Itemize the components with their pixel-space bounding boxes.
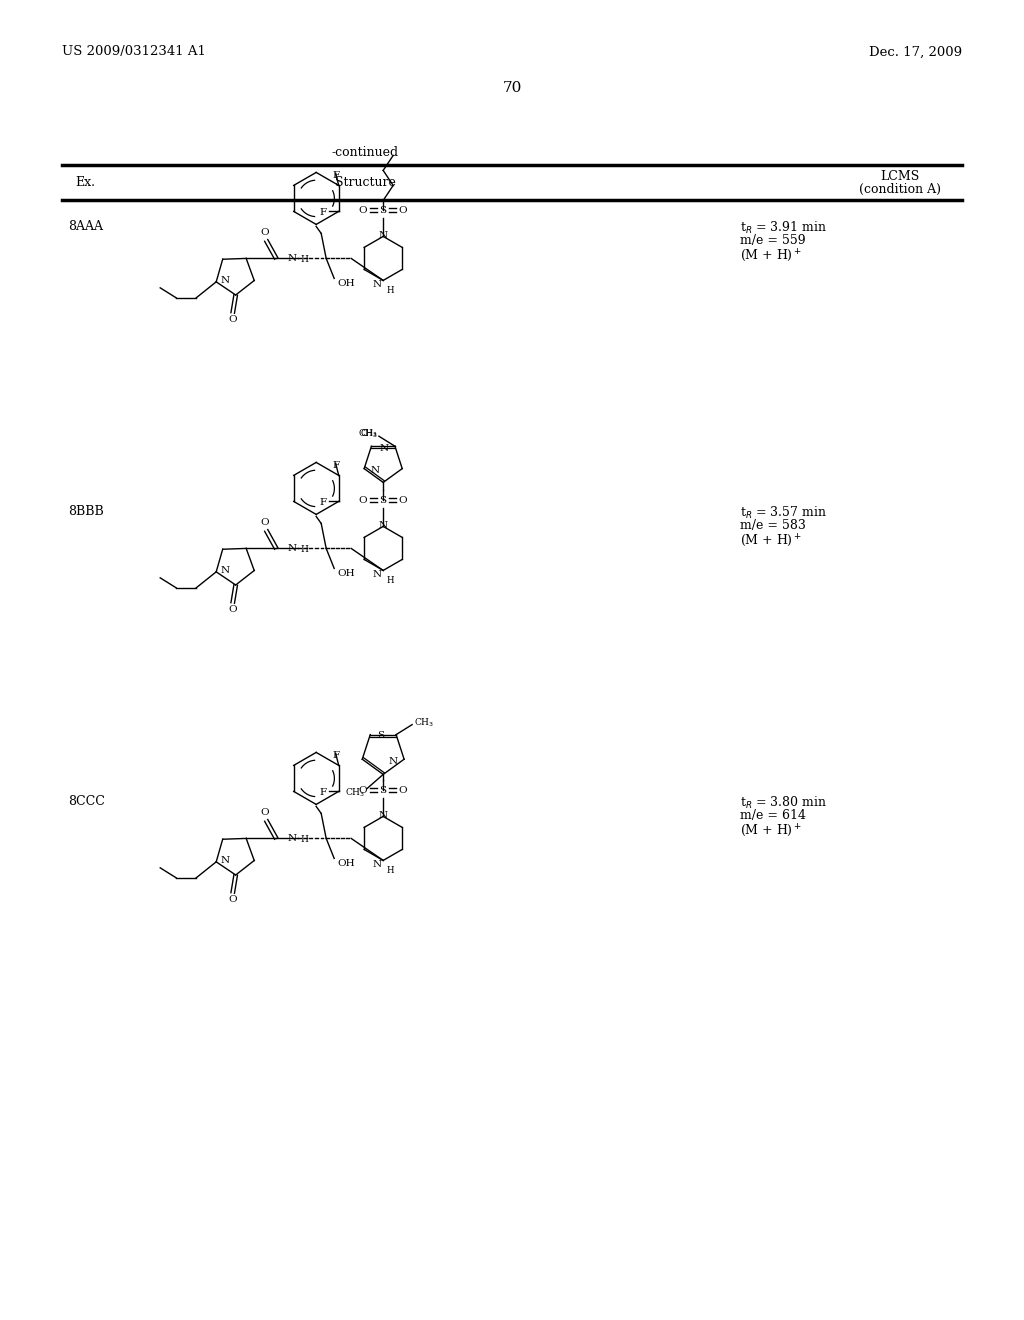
Text: O: O bbox=[261, 517, 269, 527]
Text: OH: OH bbox=[337, 279, 354, 288]
Text: N: N bbox=[287, 544, 296, 553]
Text: Structure: Structure bbox=[335, 177, 395, 190]
Text: F: F bbox=[332, 751, 339, 760]
Text: US 2009/0312341 A1: US 2009/0312341 A1 bbox=[62, 45, 206, 58]
Text: -continued: -continued bbox=[332, 145, 398, 158]
Text: m/e = 583: m/e = 583 bbox=[740, 519, 806, 532]
Text: m/e = 614: m/e = 614 bbox=[740, 809, 806, 822]
Text: H: H bbox=[300, 836, 308, 843]
Text: H: H bbox=[386, 866, 393, 875]
Text: S: S bbox=[377, 731, 384, 741]
Text: H: H bbox=[386, 286, 393, 294]
Text: (condition A): (condition A) bbox=[859, 182, 941, 195]
Text: O: O bbox=[228, 895, 237, 904]
Text: H: H bbox=[386, 576, 393, 585]
Text: N: N bbox=[389, 756, 398, 766]
Text: S: S bbox=[380, 206, 387, 215]
Text: H: H bbox=[300, 255, 308, 264]
Text: N: N bbox=[379, 812, 388, 821]
Text: O: O bbox=[358, 206, 368, 215]
Text: N: N bbox=[372, 570, 381, 579]
Text: N: N bbox=[372, 859, 381, 869]
Text: O: O bbox=[358, 496, 368, 506]
Text: m/e = 559: m/e = 559 bbox=[740, 234, 806, 247]
Text: 8CCC: 8CCC bbox=[68, 795, 104, 808]
Text: N: N bbox=[372, 280, 381, 289]
Text: LCMS: LCMS bbox=[881, 169, 920, 182]
Text: N: N bbox=[220, 566, 229, 576]
Text: t$_R$ = 3.57 min: t$_R$ = 3.57 min bbox=[740, 506, 827, 521]
Text: S: S bbox=[380, 496, 387, 506]
Text: Ex.: Ex. bbox=[75, 177, 95, 190]
Text: OH: OH bbox=[337, 859, 354, 869]
Text: F: F bbox=[319, 209, 327, 216]
Text: N: N bbox=[379, 231, 388, 240]
Text: O: O bbox=[358, 785, 368, 795]
Text: CH$_3$: CH$_3$ bbox=[414, 717, 434, 729]
Text: N: N bbox=[370, 466, 379, 475]
Text: 8AAA: 8AAA bbox=[68, 220, 103, 234]
Text: 70: 70 bbox=[503, 81, 521, 95]
Text: OH: OH bbox=[337, 569, 354, 578]
Text: (M + H)$^+$: (M + H)$^+$ bbox=[740, 533, 802, 549]
Text: N: N bbox=[220, 857, 229, 866]
Text: F: F bbox=[319, 788, 327, 797]
Text: Dec. 17, 2009: Dec. 17, 2009 bbox=[869, 45, 962, 58]
Text: O: O bbox=[261, 808, 269, 817]
Text: t$_R$ = 3.80 min: t$_R$ = 3.80 min bbox=[740, 795, 826, 810]
Text: t$_R$ = 3.91 min: t$_R$ = 3.91 min bbox=[740, 220, 827, 236]
Text: F: F bbox=[332, 462, 339, 470]
Text: O: O bbox=[399, 496, 408, 506]
Text: N: N bbox=[379, 521, 388, 531]
Text: N: N bbox=[287, 834, 296, 843]
Text: CH$_3$: CH$_3$ bbox=[357, 428, 378, 441]
Text: CH₃: CH₃ bbox=[360, 429, 377, 438]
Text: O: O bbox=[228, 315, 237, 325]
Text: (M + H)$^+$: (M + H)$^+$ bbox=[740, 822, 802, 840]
Text: CH$_3$: CH$_3$ bbox=[345, 787, 366, 799]
Text: H: H bbox=[300, 545, 308, 554]
Text: N: N bbox=[380, 444, 389, 453]
Text: O: O bbox=[228, 606, 237, 615]
Text: N: N bbox=[287, 253, 296, 263]
Text: 8BBB: 8BBB bbox=[68, 506, 103, 517]
Text: N: N bbox=[220, 276, 229, 285]
Text: S: S bbox=[380, 785, 387, 795]
Text: O: O bbox=[399, 785, 408, 795]
Text: F: F bbox=[332, 172, 339, 181]
Text: F: F bbox=[319, 498, 327, 507]
Text: O: O bbox=[261, 228, 269, 236]
Text: O: O bbox=[399, 206, 408, 215]
Text: (M + H)$^+$: (M + H)$^+$ bbox=[740, 248, 802, 264]
